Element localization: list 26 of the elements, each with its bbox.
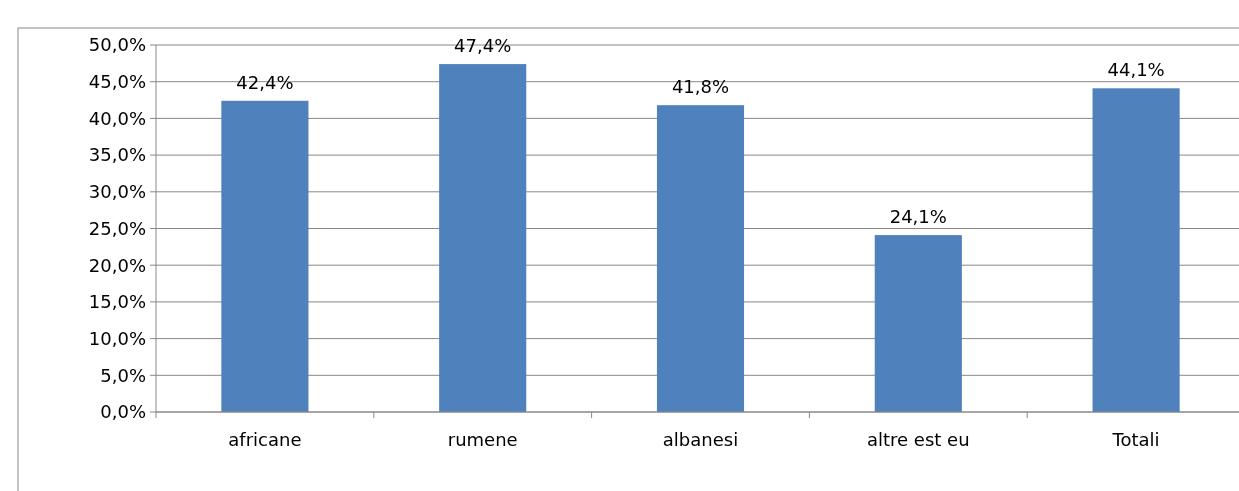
- y-tick-label: 45,0%: [88, 71, 146, 92]
- data-label: 42,4%: [236, 71, 294, 93]
- y-tick-label: 30,0%: [88, 181, 146, 203]
- x-tick-label: altre est eu: [867, 429, 970, 450]
- y-tick-label: 40,0%: [88, 107, 146, 129]
- y-tick-label: 0,0%: [100, 401, 146, 423]
- x-tick-label: albanesi: [662, 429, 739, 450]
- bar: [221, 100, 309, 412]
- x-tick-label: africane: [228, 429, 302, 450]
- data-label: 41,8%: [671, 76, 730, 98]
- y-tick-label: 35,0%: [88, 144, 146, 166]
- y-tick-label: 10,0%: [88, 327, 146, 349]
- bar: [1092, 88, 1180, 412]
- data-label: 47,4%: [454, 35, 512, 57]
- y-tick-label: 15,0%: [88, 291, 146, 313]
- x-tick-label: rumene: [447, 429, 518, 450]
- y-tick-label: 25,0%: [88, 217, 146, 239]
- bar: [439, 64, 527, 412]
- x-tick-label: Totali: [1111, 429, 1160, 450]
- y-tick-label: 5,0%: [100, 364, 146, 386]
- data-label: 44,1%: [1107, 59, 1165, 81]
- bar: [656, 105, 745, 412]
- data-label: 24,1%: [889, 206, 947, 228]
- y-tick-label: 50,0%: [88, 34, 146, 56]
- bar: [874, 235, 962, 412]
- y-tick-label: 20,0%: [88, 254, 146, 276]
